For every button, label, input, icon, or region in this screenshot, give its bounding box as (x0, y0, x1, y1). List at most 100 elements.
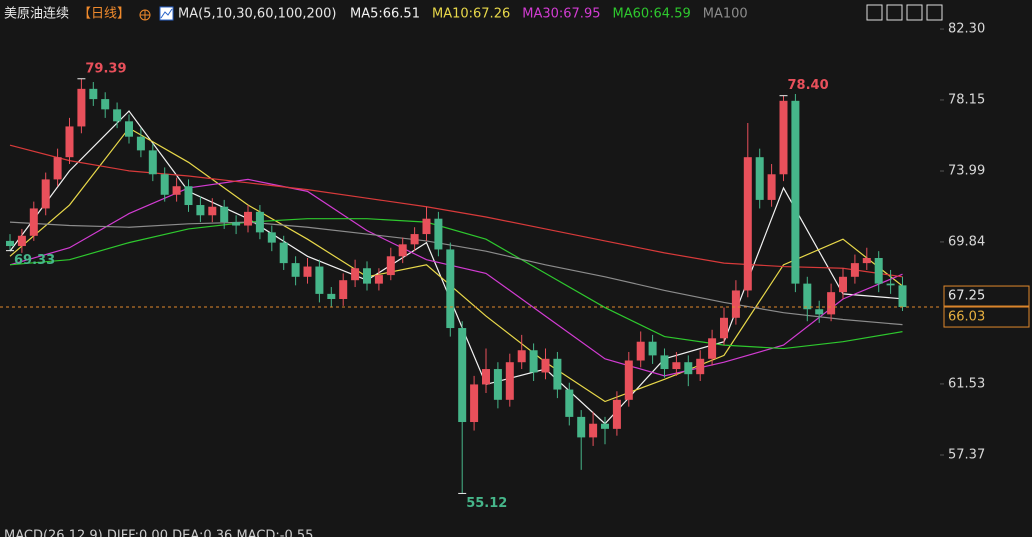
candle-body (339, 280, 348, 300)
candle-body (208, 206, 217, 216)
y-tick-label: 78.15 (948, 92, 985, 107)
candle-body (493, 369, 502, 400)
candle-body (386, 256, 395, 276)
candle-body (482, 369, 490, 385)
candle-body (315, 266, 324, 294)
macd-title: MACD(26,12,9) DIFF:0.00 DEA:0.36 MACD:-0… (4, 529, 313, 537)
candle-body (220, 206, 229, 223)
legend-entry: MA60:64.59 (612, 7, 690, 22)
candle-body (410, 234, 419, 245)
candle-body (101, 99, 110, 110)
candle-body (458, 328, 467, 423)
candle-body (708, 338, 717, 359)
candle-body (279, 242, 288, 264)
annotation: 69.33 (14, 253, 55, 268)
candle-body (862, 257, 871, 264)
y-tick-label: 61.53 (948, 376, 985, 391)
candle-body (6, 240, 14, 247)
tool-button[interactable] (926, 4, 943, 21)
candle-body (41, 179, 50, 209)
candle-body (660, 355, 669, 370)
annotation: 79.39 (85, 61, 126, 76)
candle-body (53, 157, 62, 180)
ma-icon-line (160, 8, 173, 19)
candle-body (136, 136, 145, 151)
price-tag-label: 67.25 (948, 289, 985, 304)
candle-body (351, 268, 360, 281)
candle-body (327, 293, 336, 300)
y-tick-label: 82.30 (948, 22, 985, 37)
candle-body (636, 341, 645, 361)
candle-body (125, 121, 133, 137)
candle-body (29, 208, 38, 236)
candle-body (898, 285, 907, 308)
candle-body (184, 186, 193, 206)
chart-title: 美原油连续 (4, 6, 69, 22)
candle-body (565, 389, 574, 417)
toolbar (866, 4, 943, 21)
candle-body (89, 88, 98, 100)
candle-body (684, 362, 693, 375)
legend-entry: MA10:67.26 (432, 7, 510, 22)
candle-body (612, 399, 621, 429)
candle-body (839, 276, 847, 293)
y-tick-label: 73.99 (948, 164, 985, 179)
candle-body (77, 88, 86, 127)
legend-entry: MA5:66.51 (350, 7, 420, 22)
tool-button[interactable] (886, 4, 903, 21)
price-tag (943, 285, 1030, 307)
candle-body (267, 232, 276, 243)
candle-body (244, 211, 252, 226)
candle-body (541, 358, 550, 373)
candle-body (743, 157, 752, 291)
tool-button[interactable] (906, 4, 923, 21)
period[interactable]: 【日线】 (78, 7, 130, 22)
candle-body (65, 126, 74, 158)
candle-body (113, 109, 122, 122)
annotation: 55.12 (466, 496, 507, 511)
candle-body (196, 205, 205, 216)
candle-body (815, 309, 824, 315)
candle-body (517, 350, 526, 363)
ma-title: MA(5,10,30,60,100,200) (178, 7, 336, 22)
legend-entry: MA100 (703, 7, 748, 22)
candle-body (446, 249, 455, 329)
candle-body (422, 218, 431, 235)
candle-body (696, 358, 705, 375)
candle-body (470, 384, 479, 423)
candle-body (672, 362, 681, 370)
candle-body (232, 222, 241, 226)
candle-body (731, 290, 740, 318)
candle-body (291, 263, 300, 277)
candle-body (255, 211, 264, 233)
y-tick-label: 57.37 (948, 447, 985, 462)
candle-body (374, 275, 383, 284)
add-icon[interactable] (139, 9, 151, 21)
legend-entry: MA30:67.95 (522, 7, 600, 22)
tool-button[interactable] (866, 4, 883, 21)
candle-body (624, 360, 633, 400)
candle-body (553, 358, 562, 390)
y-tick-label: 69.84 (948, 234, 985, 249)
candle-body (17, 235, 26, 247)
price-tag (943, 306, 1030, 328)
candle-body (779, 100, 788, 175)
ma-line (9, 110, 903, 425)
candle-body (803, 283, 812, 310)
candle-body (791, 100, 800, 284)
candle-body (648, 341, 657, 356)
candle-body (886, 283, 895, 286)
candle-body (874, 257, 883, 284)
ma-line (9, 221, 903, 326)
ma-line (9, 127, 903, 403)
candle-body (172, 186, 181, 195)
candle-body (767, 174, 776, 200)
candle-body (827, 292, 836, 315)
candle-body (850, 263, 859, 277)
candle-body (505, 362, 514, 400)
candle-body (434, 218, 443, 250)
candle-body (601, 423, 609, 429)
candle-body (160, 174, 169, 195)
